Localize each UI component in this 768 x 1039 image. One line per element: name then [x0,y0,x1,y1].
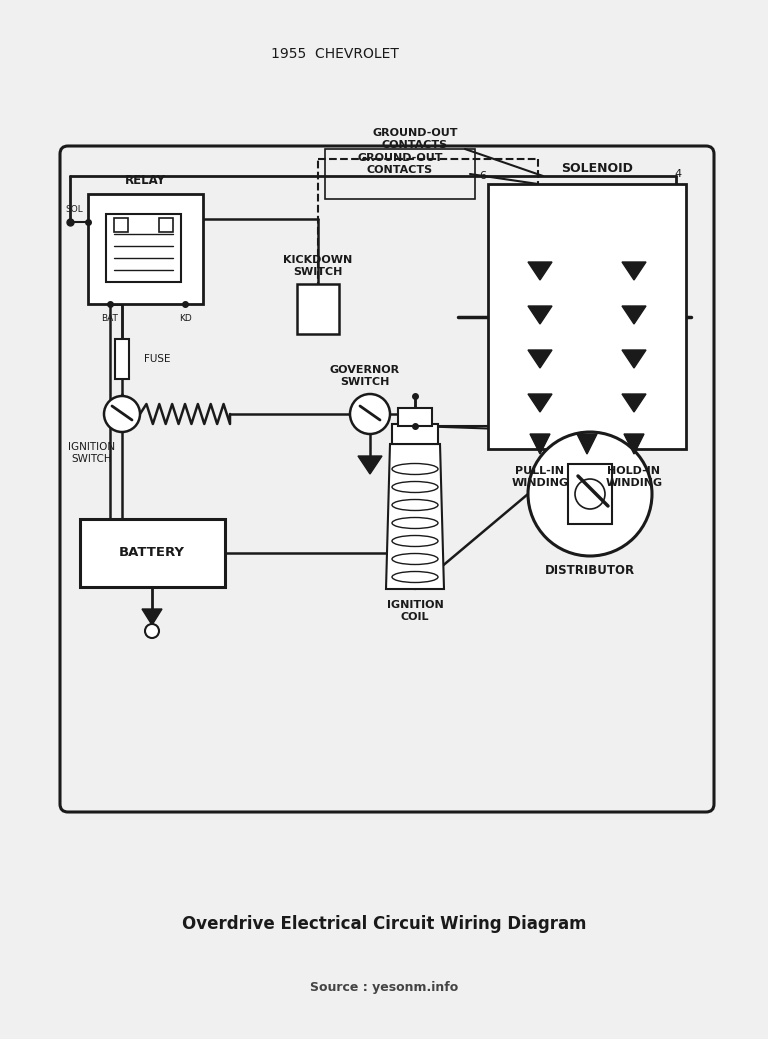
Bar [80,520,225,587]
Text: HOLD-IN
WINDING: HOLD-IN WINDING [605,467,663,487]
Bar [114,218,128,232]
Text: GROUND-OUT
CONTACTS: GROUND-OUT CONTACTS [357,153,442,175]
Text: SOLENOID: SOLENOID [561,161,633,175]
Text: 1955  CHEVROLET: 1955 CHEVROLET [271,47,399,61]
Text: GROUND-OUT
CONTACTS: GROUND-OUT CONTACTS [372,128,458,150]
Polygon shape [622,350,646,368]
Polygon shape [142,609,162,625]
Bar [398,408,432,426]
Bar [88,194,203,304]
Polygon shape [530,434,550,454]
Text: Source : yesonm.info: Source : yesonm.info [310,981,458,993]
Text: KICKDOWN
SWITCH: KICKDOWN SWITCH [283,256,353,276]
Text: 4: 4 [674,169,681,179]
Text: BAT: BAT [101,314,118,322]
Circle shape [350,394,390,434]
Polygon shape [358,456,382,474]
Text: IGNITION
COIL: IGNITION COIL [386,601,443,621]
Bar [392,424,438,444]
Circle shape [575,479,605,509]
Polygon shape [528,394,552,412]
Polygon shape [622,307,646,324]
Text: 6: 6 [479,171,486,181]
Polygon shape [622,262,646,279]
Text: SOL: SOL [65,205,83,214]
Text: FUSE: FUSE [144,354,170,364]
Text: KD: KD [179,314,191,322]
Circle shape [528,432,652,556]
Text: IGNITION
SWITCH: IGNITION SWITCH [68,442,115,463]
Bar [297,284,339,334]
Text: BATTERY: BATTERY [119,547,185,559]
Bar [488,184,686,449]
Text: Overdrive Electrical Circuit Wiring Diagram: Overdrive Electrical Circuit Wiring Diag… [182,915,586,933]
Text: GOVERNOR
SWITCH: GOVERNOR SWITCH [330,365,400,387]
Polygon shape [577,434,597,454]
Circle shape [145,624,159,638]
Text: RELAY: RELAY [125,174,166,186]
Polygon shape [624,434,644,454]
Bar [568,464,612,524]
Text: PULL-IN
WINDING: PULL-IN WINDING [511,467,568,487]
Circle shape [104,396,140,432]
Bar [106,214,181,282]
Bar [325,149,475,199]
Polygon shape [528,262,552,279]
Bar [159,218,173,232]
Polygon shape [622,394,646,412]
Polygon shape [528,350,552,368]
Text: DISTRIBUTOR: DISTRIBUTOR [545,564,635,578]
Polygon shape [386,444,444,589]
Polygon shape [528,307,552,324]
Bar [115,339,129,379]
